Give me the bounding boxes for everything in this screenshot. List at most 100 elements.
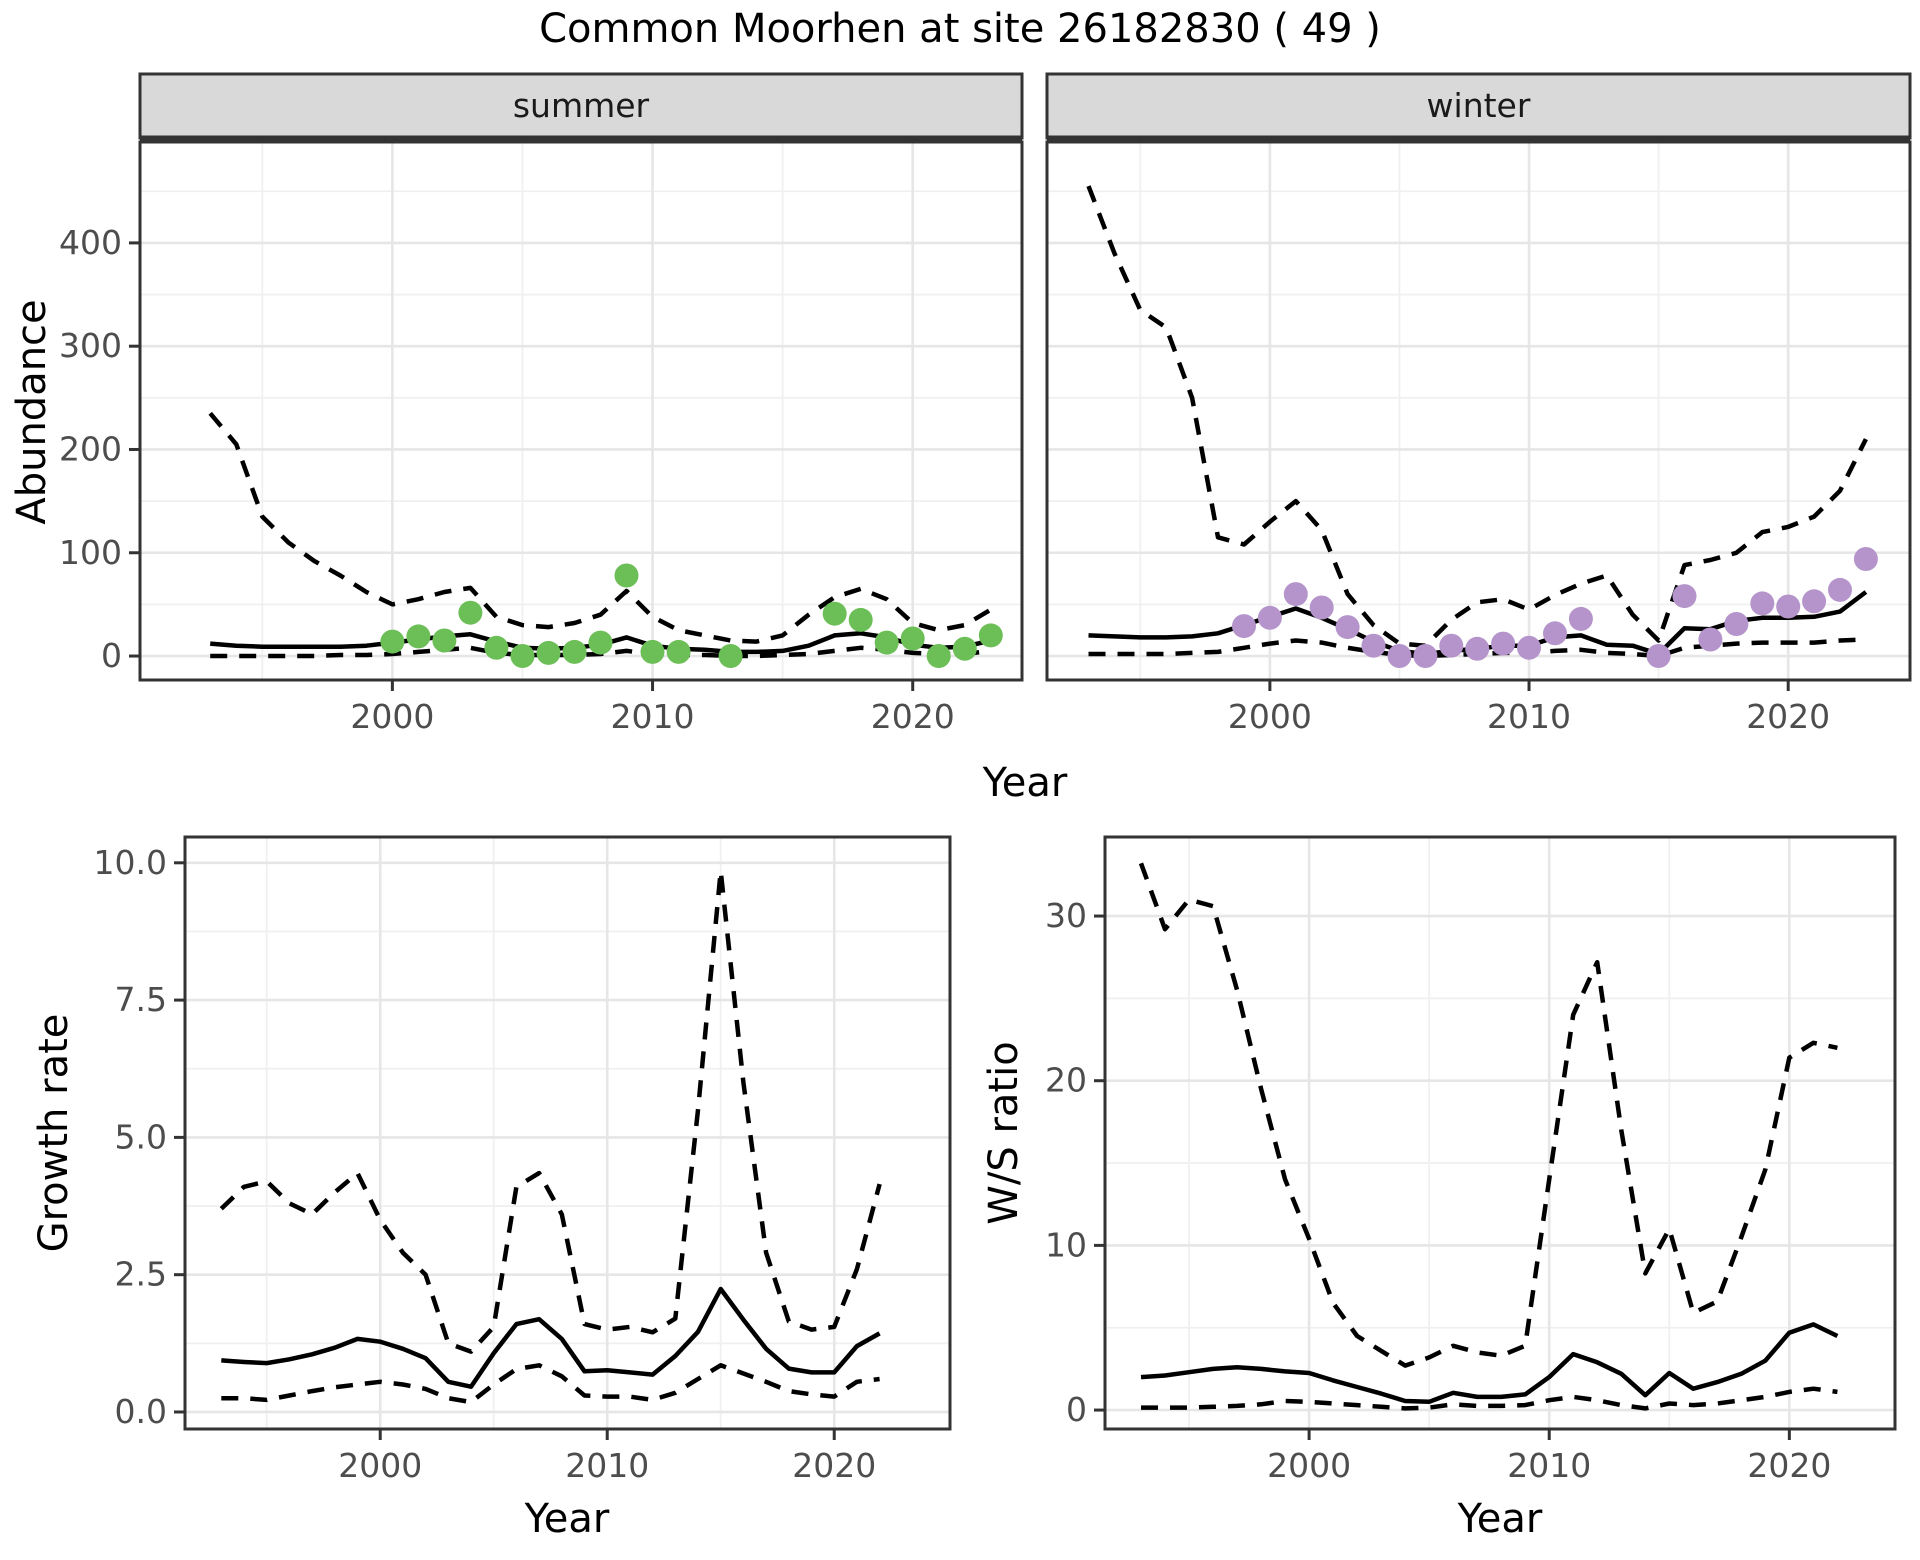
- observed-points-abundance_summer: [380, 563, 1003, 668]
- y-tick-label: 5.0: [115, 1117, 167, 1156]
- data-point: [1439, 633, 1464, 658]
- data-point: [900, 626, 925, 651]
- line-upper_ci-abundance_summer: [208, 411, 992, 644]
- data-point: [666, 639, 691, 664]
- data-point: [484, 635, 509, 660]
- data-point: [406, 624, 431, 649]
- data-point: [1517, 635, 1541, 660]
- line-lower_ci-ws_ratio: [1141, 1386, 1838, 1411]
- data-point: [1309, 595, 1334, 620]
- data-point: [1232, 614, 1256, 639]
- line-upper_ci-growth_rate: [219, 868, 882, 1354]
- data-point: [1491, 631, 1516, 656]
- data-point: [510, 644, 535, 668]
- data-point: [1335, 615, 1360, 640]
- y-axis-title-abundance: Abundance: [9, 299, 55, 525]
- data-point: [978, 623, 1003, 648]
- data-point: [1672, 584, 1697, 609]
- y-tick-label: 20: [1045, 1061, 1087, 1100]
- x-tick-label: 2020: [1747, 1446, 1831, 1485]
- y-tick-label: 30: [1045, 896, 1087, 935]
- x-axis-title-ws-ratio: Year: [1457, 1496, 1543, 1542]
- data-point: [614, 563, 639, 588]
- facet-strip-label-winter: winter: [1426, 86, 1531, 125]
- y-tick-label: 0.0: [115, 1392, 167, 1431]
- x-tick-label: 2000: [1228, 697, 1312, 736]
- x-tick-label: 2010: [1487, 697, 1571, 736]
- data-point: [1257, 605, 1282, 630]
- x-tick-label: 2020: [1746, 697, 1830, 736]
- facet-strip-abundance_summer: [138, 72, 1024, 140]
- x-axis-title-growth-rate: Year: [524, 1496, 610, 1542]
- x-tick-label: 2010: [1507, 1446, 1591, 1485]
- data-point: [848, 607, 873, 632]
- data-point: [718, 644, 743, 668]
- y-tick-label: 200: [59, 429, 122, 468]
- observed-points-abundance_winter: [1232, 547, 1878, 668]
- x-tick-label: 2000: [350, 697, 434, 736]
- data-point: [1387, 644, 1412, 668]
- x-tick-label: 2010: [565, 1446, 649, 1485]
- page-title: Common Moorhen at site 26182830 ( 49 ): [539, 6, 1381, 52]
- line-median-ws_ratio: [1140, 1322, 1839, 1405]
- data-point: [432, 628, 457, 653]
- data-point: [1283, 582, 1308, 607]
- data-point: [1828, 577, 1852, 602]
- series-lines-ws_ratio: [1138, 862, 1839, 1411]
- data-point: [1853, 547, 1878, 571]
- y-tick-label: 10: [1045, 1225, 1087, 1264]
- x-tick-label: 2000: [1267, 1446, 1351, 1485]
- panel-border-abundance_summer: [138, 140, 1024, 682]
- y-tick-label: 0: [1066, 1390, 1087, 1429]
- data-point: [1724, 612, 1749, 636]
- data-point: [1361, 633, 1386, 658]
- facet-strip-label-summer: summer: [512, 86, 650, 125]
- panel-abundance_summer: 2000 2010 2020 0 100 200 300 400: [59, 72, 1024, 736]
- data-point: [536, 640, 561, 665]
- data-point: [1568, 606, 1593, 631]
- data-point: [1698, 627, 1723, 652]
- data-point: [952, 636, 977, 661]
- data-point: [1413, 644, 1438, 668]
- y-tick-label: 0: [101, 636, 122, 675]
- line-upper_ci-abundance_winter: [1086, 185, 1868, 648]
- data-point: [380, 629, 405, 654]
- data-point: [1543, 621, 1567, 646]
- panel-border-growth_rate: [183, 835, 952, 1431]
- data-point: [1776, 594, 1801, 619]
- data-point: [822, 601, 847, 626]
- y-tick-label: 2.5: [115, 1255, 167, 1294]
- data-point: [640, 639, 665, 664]
- x-tick-label: 2020: [792, 1446, 876, 1485]
- y-tick-label: 7.5: [115, 980, 167, 1019]
- line-median-growth_rate: [221, 1286, 881, 1389]
- panel-abundance_winter: 2000 2010 2020: [1045, 72, 1912, 736]
- data-point: [926, 644, 951, 668]
- y-axis-title-growth-rate: Growth rate: [31, 1013, 77, 1253]
- y-tick-label: 400: [59, 223, 122, 262]
- panel-growth_rate: 2000 2010 2020 0.0 2.5 5.0 7.5 10.0: [94, 835, 952, 1485]
- panel-border-ws_ratio: [1103, 835, 1897, 1431]
- data-point: [874, 630, 899, 655]
- y-tick-label: 300: [59, 326, 122, 365]
- panel-border-abundance_winter: [1045, 140, 1912, 682]
- data-point: [588, 630, 613, 655]
- line-lower_ci-growth_rate: [221, 1363, 880, 1405]
- data-point: [562, 639, 587, 664]
- x-axis-title-top: Year: [982, 760, 1068, 806]
- x-tick-label: 2020: [871, 697, 955, 736]
- panel-ws_ratio: 2000 2010 2020 0 10 20 30: [1045, 835, 1897, 1485]
- y-tick-label: 100: [59, 533, 122, 572]
- data-point: [1750, 591, 1775, 616]
- series-lines-growth_rate: [219, 868, 882, 1405]
- y-tick-label: 10.0: [94, 843, 167, 882]
- x-tick-label: 2010: [611, 697, 695, 736]
- data-point: [1646, 644, 1671, 668]
- x-tick-label: 2000: [338, 1446, 422, 1485]
- y-axis-title-ws-ratio: W/S ratio: [981, 1041, 1027, 1225]
- data-point: [1802, 589, 1827, 614]
- line-upper_ci-ws_ratio: [1138, 862, 1838, 1368]
- data-point: [1465, 636, 1490, 661]
